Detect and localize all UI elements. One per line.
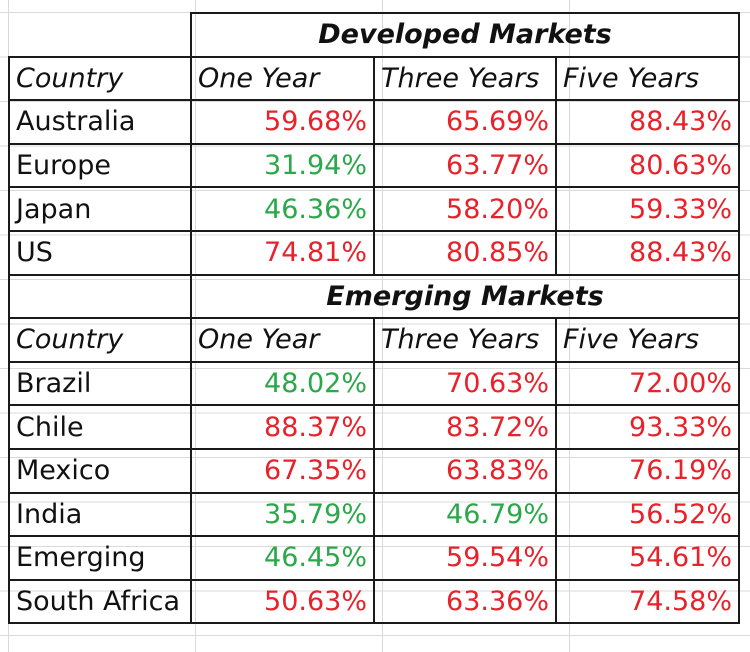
value-cell[interactable]: 59.33% (555, 186, 740, 232)
header-row: Country One Year Three Years Five Years (8, 317, 740, 363)
table-row: Europe 31.94% 63.77% 80.63% (8, 142, 740, 189)
column-header[interactable]: Five Years (555, 317, 740, 363)
blank-cell[interactable] (8, 273, 192, 320)
value-cell[interactable]: 50.63% (190, 578, 375, 625)
column-header[interactable]: One Year (190, 317, 375, 363)
table-row: Emerging 46.45% 59.54% 54.61% (8, 535, 740, 581)
table-row: Japan 46.36% 58.20% 59.33% (8, 186, 740, 232)
markets-table: Developed Markets Country One Year Three Ye… (8, 12, 740, 625)
country-cell[interactable]: Emerging (8, 535, 192, 581)
value-cell[interactable]: 54.61% (555, 535, 740, 581)
table-row: Chile 88.37% 83.72% 93.33% (8, 404, 740, 450)
country-cell[interactable]: Brazil (8, 360, 192, 407)
value-cell[interactable]: 46.36% (190, 186, 375, 232)
value-cell[interactable]: 83.72% (373, 404, 557, 450)
table-row: Australia 59.68% 65.69% 88.43% (8, 99, 740, 145)
table-row: South Africa 50.63% 63.36% 74.58% (8, 578, 740, 625)
value-cell[interactable]: 63.36% (373, 578, 557, 625)
value-cell[interactable]: 88.43% (555, 99, 740, 145)
value-cell[interactable]: 88.43% (555, 229, 740, 276)
blank-cell[interactable] (9, 13, 192, 58)
table-row: Mexico 67.35% 63.83% 76.19% (8, 447, 740, 494)
table-row: US 74.81% 80.85% 88.43% (8, 229, 740, 276)
section-title[interactable]: Emerging Markets (190, 273, 740, 320)
value-cell[interactable]: 88.37% (190, 404, 375, 450)
table-body: Developed Markets Country One Year Three Ye… (8, 12, 740, 625)
section-title-row: Developed Markets (9, 12, 740, 58)
value-cell[interactable]: 74.81% (190, 229, 375, 276)
value-cell[interactable]: 70.63% (373, 360, 557, 407)
column-header[interactable]: Three Years (373, 55, 557, 102)
column-header[interactable]: Country (8, 55, 192, 102)
value-cell[interactable]: 65.69% (373, 99, 557, 145)
value-cell[interactable]: 58.20% (373, 186, 557, 232)
country-cell[interactable]: Mexico (8, 447, 192, 494)
table-row: India 35.79% 46.79% 56.52% (8, 491, 740, 538)
value-cell[interactable]: 59.54% (373, 535, 557, 581)
country-cell[interactable]: Australia (8, 99, 192, 145)
value-cell[interactable]: 46.45% (190, 535, 375, 581)
value-cell[interactable]: 56.52% (555, 491, 740, 538)
value-cell[interactable]: 67.35% (190, 447, 375, 494)
value-cell[interactable]: 31.94% (190, 142, 375, 189)
value-cell[interactable]: 59.68% (190, 99, 375, 145)
column-header[interactable]: Five Years (555, 55, 740, 102)
section-title[interactable]: Developed Markets (190, 12, 740, 58)
value-cell[interactable]: 63.77% (373, 142, 557, 189)
table-row: Brazil 48.02% 70.63% 72.00% (8, 360, 740, 407)
country-cell[interactable]: India (8, 491, 192, 538)
value-cell[interactable]: 74.58% (555, 578, 740, 625)
section-title-row: Emerging Markets (8, 273, 740, 320)
value-cell[interactable]: 35.79% (190, 491, 375, 538)
country-cell[interactable]: South Africa (8, 578, 192, 625)
value-cell[interactable]: 80.85% (373, 229, 557, 276)
country-cell[interactable]: Japan (8, 186, 192, 232)
column-header[interactable]: Country (8, 317, 192, 363)
value-cell[interactable]: 93.33% (555, 404, 740, 450)
value-cell[interactable]: 46.79% (373, 491, 557, 538)
country-cell[interactable]: Chile (8, 404, 192, 450)
value-cell[interactable]: 72.00% (555, 360, 740, 407)
value-cell[interactable]: 63.83% (373, 447, 557, 494)
value-cell[interactable]: 76.19% (555, 447, 740, 494)
column-header[interactable]: Three Years (373, 317, 557, 363)
value-cell[interactable]: 80.63% (555, 142, 740, 189)
country-cell[interactable]: US (8, 229, 192, 276)
value-cell[interactable]: 48.02% (190, 360, 375, 407)
column-header[interactable]: One Year (190, 55, 375, 102)
country-cell[interactable]: Europe (8, 142, 192, 189)
header-row: Country One Year Three Years Five Years (8, 55, 740, 102)
